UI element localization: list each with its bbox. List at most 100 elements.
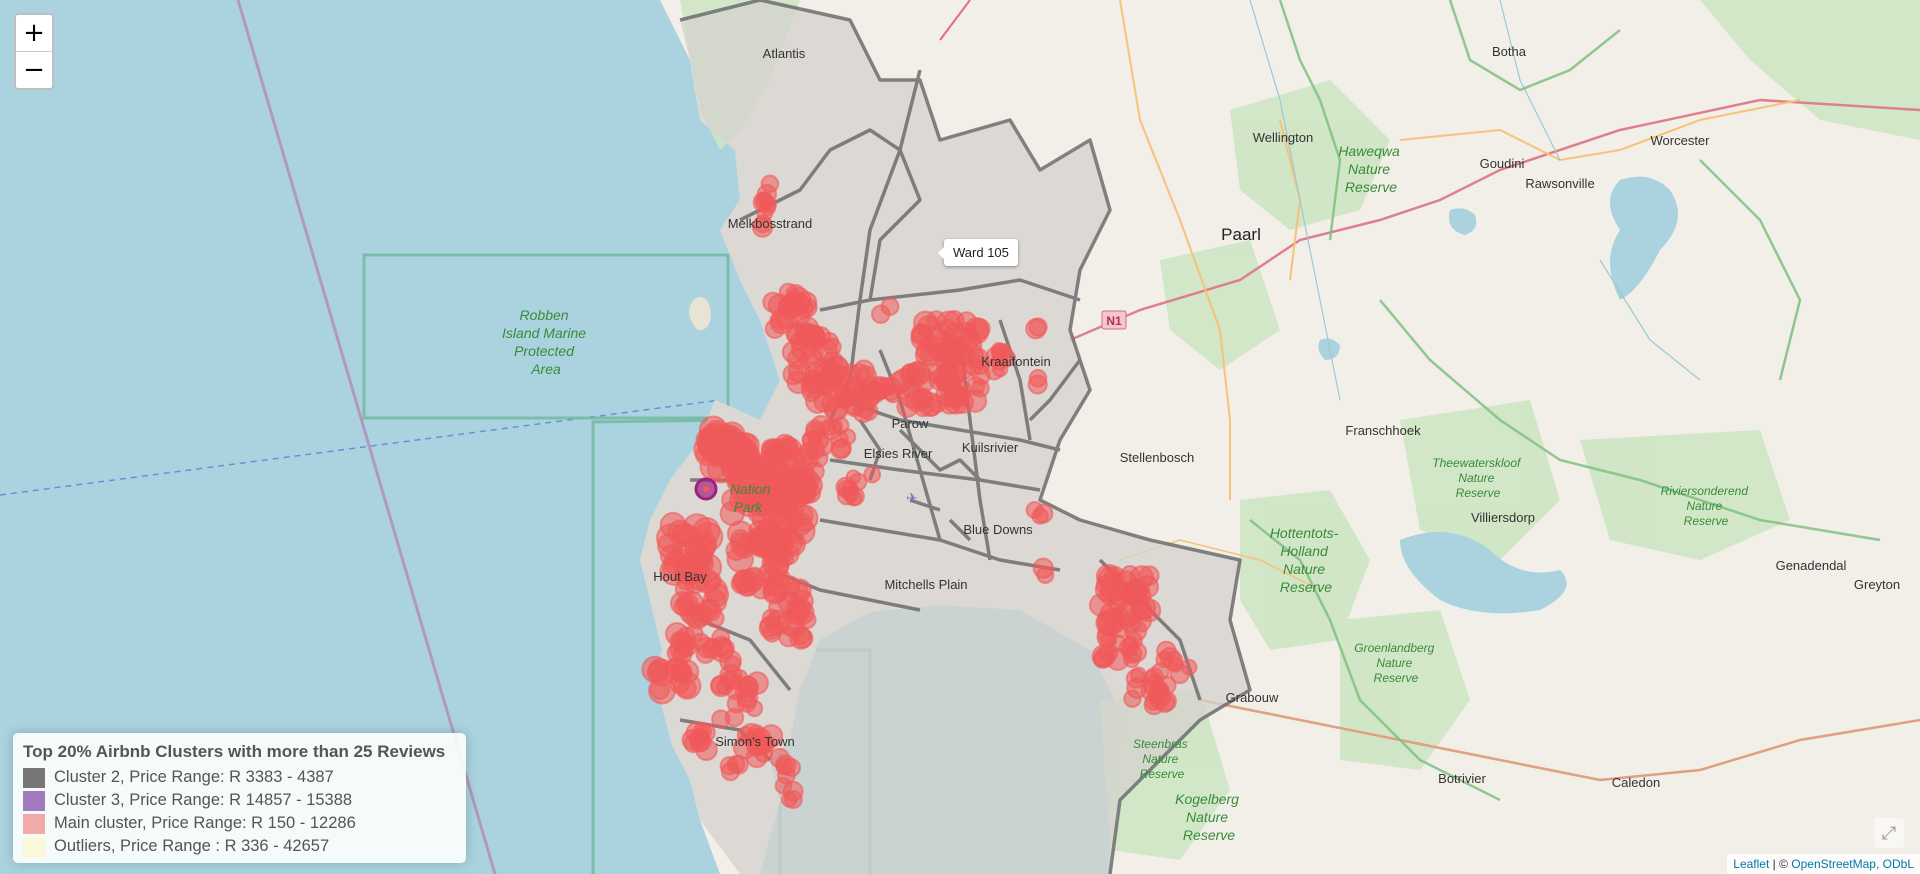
expand-icon[interactable]: ⤢: [1874, 818, 1904, 848]
label-wellington: Wellington: [1253, 130, 1313, 145]
label-franschhoek: Franschhoek: [1345, 423, 1421, 438]
listing-marker[interactable]: [790, 504, 819, 533]
listing-marker[interactable]: [805, 422, 825, 442]
listing-marker[interactable]: [857, 378, 880, 401]
listing-marker[interactable]: [1144, 692, 1164, 711]
listing-marker[interactable]: [863, 465, 882, 484]
ward-tooltip: Ward 105: [938, 239, 1018, 266]
reserve-boundaries: [1249, 0, 1881, 802]
listing-marker[interactable]: [1180, 658, 1198, 676]
listing-marker[interactable]: [745, 699, 764, 718]
listing-marker[interactable]: [711, 628, 731, 648]
label-stellenbosch: Stellenbosch: [1120, 450, 1194, 465]
listing-marker[interactable]: [943, 386, 966, 409]
listing-marker[interactable]: [684, 572, 706, 595]
listing-marker[interactable]: [841, 484, 860, 503]
listing-marker[interactable]: [760, 438, 781, 459]
listing-marker[interactable]: [1033, 503, 1054, 524]
place-labels: Atlantis Melkbosstrand Kraaifontein Paro…: [653, 44, 1900, 790]
listing-marker[interactable]: [711, 709, 731, 729]
listing-marker[interactable]: [791, 625, 811, 645]
listing-marker[interactable]: [880, 297, 900, 316]
label-kuils-river: Kuilsrivier: [962, 440, 1019, 455]
cluster-3-marker-center: [703, 486, 709, 492]
listing-marker[interactable]: [779, 438, 799, 459]
listing-marker[interactable]: [669, 630, 692, 653]
legend-swatch: [23, 767, 45, 788]
listing-marker[interactable]: [1107, 615, 1125, 634]
label-melkbosstrand: Melkbosstrand: [728, 216, 813, 231]
n1-road-shield: N1: [1101, 310, 1127, 330]
listing-marker[interactable]: [689, 729, 712, 753]
listing-marker[interactable]: [787, 578, 812, 603]
zoom-out-button[interactable]: −: [16, 51, 52, 88]
zoom-control: + −: [14, 13, 54, 90]
listing-marker[interactable]: [839, 428, 857, 446]
listing-marker[interactable]: [1106, 580, 1133, 607]
listing-marker[interactable]: [774, 754, 797, 776]
listing-marker[interactable]: [1156, 640, 1177, 662]
listing-marker[interactable]: [1167, 656, 1184, 673]
listing-marker[interactable]: [917, 391, 943, 418]
osm-link[interactable]: OpenStreetMap, ODbL: [1791, 857, 1914, 871]
listing-marker[interactable]: [1028, 368, 1048, 388]
listing-marker[interactable]: [1093, 647, 1114, 667]
leaflet-link[interactable]: Leaflet: [1733, 857, 1770, 871]
riviersonderend-label: Riviersonderend Nature Reserve: [1661, 484, 1752, 528]
listing-marker[interactable]: [827, 418, 843, 435]
listing-marker[interactable]: [774, 776, 793, 795]
listing-marker[interactable]: [900, 362, 922, 384]
listing-marker[interactable]: [647, 658, 676, 687]
steenbras-label: Steenbras Nature Reserve: [1133, 737, 1191, 781]
listing-marker[interactable]: [1131, 585, 1152, 607]
listing-marker[interactable]: [693, 521, 724, 552]
table-mountain-np-label: Nation Park: [730, 481, 774, 515]
listing-marker[interactable]: [670, 590, 695, 616]
listing-marker[interactable]: [783, 790, 803, 809]
hottentots-holland-label: Hottentots- Holland Nature Reserve: [1270, 525, 1342, 595]
listing-marker[interactable]: [996, 348, 1016, 368]
listing-marker[interactable]: [732, 569, 757, 594]
legend-item-cluster-3: Cluster 3, Price Range: R 14857 - 15388: [23, 789, 456, 812]
listing-marker[interactable]: [963, 357, 984, 377]
listing-marker[interactable]: [964, 319, 990, 345]
listing-marker[interactable]: [696, 636, 718, 659]
listing-marker[interactable]: [761, 608, 782, 628]
listing-marker[interactable]: [703, 577, 728, 603]
zoom-in-button[interactable]: +: [23, 18, 45, 48]
listing-marker[interactable]: [751, 216, 774, 238]
robben-island: [689, 297, 711, 331]
listing-marker[interactable]: [754, 191, 774, 211]
listing-marker[interactable]: [1151, 662, 1170, 681]
listing-marker[interactable]: [719, 670, 739, 690]
listing-marker[interactable]: [763, 552, 790, 579]
listing-marker[interactable]: [690, 604, 713, 627]
listing-marker[interactable]: [794, 322, 818, 346]
kogelberg-label: Kogelberg Nature Reserve: [1175, 791, 1243, 843]
listing-marker[interactable]: [720, 761, 741, 782]
tmnp-mpa-boundary: [591, 418, 741, 874]
listing-marker[interactable]: [785, 286, 812, 313]
label-rawsonville: Rawsonville: [1525, 176, 1594, 191]
legend-label: Outliers, Price Range : R 336 - 42657: [54, 837, 330, 855]
listing-marker[interactable]: [859, 401, 879, 421]
label-greyton: Greyton: [1854, 577, 1900, 592]
listing-marker[interactable]: [833, 381, 852, 400]
listing-marker[interactable]: [781, 476, 805, 500]
listing-marker[interactable]: [746, 528, 775, 557]
listing-marker[interactable]: [760, 174, 780, 194]
attribution: Leaflet | © OpenStreetMap, ODbL: [1727, 854, 1920, 874]
listing-marker[interactable]: [1036, 565, 1055, 584]
listing-marker[interactable]: [726, 693, 747, 714]
listing-marker[interactable]: [1129, 666, 1147, 684]
listing-marker[interactable]: [745, 485, 768, 509]
listing-marker[interactable]: [1025, 318, 1047, 340]
listing-markers[interactable]: [641, 174, 1198, 809]
legend-swatch: [23, 836, 45, 857]
listing-marker[interactable]: [659, 511, 687, 539]
listing-marker[interactable]: [943, 310, 965, 332]
listing-marker[interactable]: [942, 346, 963, 367]
listing-marker[interactable]: [801, 381, 823, 403]
robben-mpa-label: Robben Island Marine Protected Area: [502, 307, 590, 377]
